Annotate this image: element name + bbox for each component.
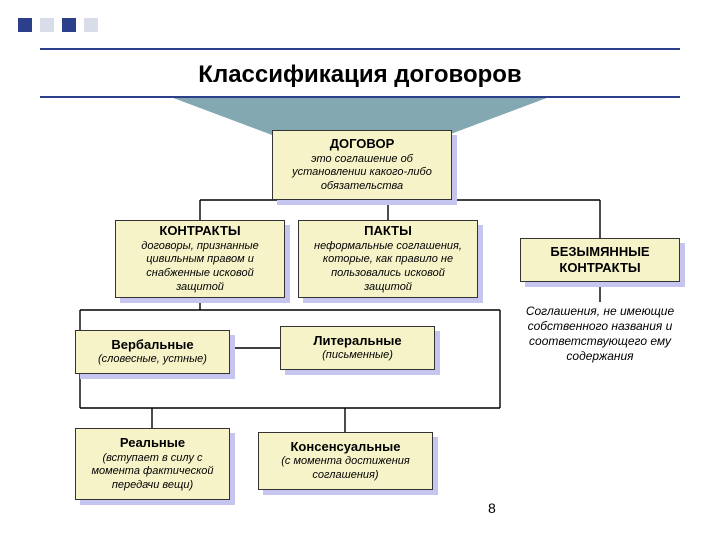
node-pakty-desc: неформальные соглашения, которые, как пр… bbox=[307, 240, 469, 295]
node-verbal-desc: (словесные, устные) bbox=[84, 353, 221, 367]
node-bezym-title: БЕЗЫМЯННЫЕ КОНТРАКТЫ bbox=[529, 244, 671, 277]
node-dogovor-title: ДОГОВОР bbox=[281, 136, 443, 152]
node-bezym: БЕЗЫМЯННЫЕ КОНТРАКТЫ bbox=[520, 238, 680, 282]
node-verbal: Вербальные(словесные, устные) bbox=[75, 330, 230, 374]
node-dogovor-desc: это соглашение об установлении какого-ли… bbox=[281, 153, 443, 194]
node-pakty-title: ПАКТЫ bbox=[307, 223, 469, 239]
node-real: Реальные(вступает в силу с момента факти… bbox=[75, 428, 230, 500]
node-kontrakty-desc: договоры, признанные цивильным правом и … bbox=[124, 240, 276, 295]
page-number: 8 bbox=[488, 500, 496, 516]
node-kontrakty-title: КОНТРАКТЫ bbox=[124, 223, 276, 239]
node-literal-title: Литеральные bbox=[289, 333, 426, 349]
node-literal: Литеральные(письменные) bbox=[280, 326, 435, 370]
node-konsens: Консенсуальные(с момента достижения согл… bbox=[258, 432, 433, 490]
node-kontrakty: КОНТРАКТЫдоговоры, признанные цивильным … bbox=[115, 220, 285, 298]
node-real-desc: (вступает в силу с момента фактической п… bbox=[84, 452, 221, 493]
node-literal-desc: (письменные) bbox=[289, 349, 426, 363]
node-konsens-desc: (с момента достижения соглашения) bbox=[267, 455, 424, 483]
node-pakty: ПАКТЫнеформальные соглашения, которые, к… bbox=[298, 220, 478, 298]
node-konsens-title: Консенсуальные bbox=[267, 439, 424, 455]
node-dogovor: ДОГОВОРэто соглашение об установлении ка… bbox=[272, 130, 452, 200]
node-verbal-title: Вербальные bbox=[84, 337, 221, 353]
node-real-title: Реальные bbox=[84, 435, 221, 451]
bezym-description: Соглашения, не имеющие собственного назв… bbox=[510, 304, 690, 364]
nodes-layer: ДОГОВОРэто соглашение об установлении ка… bbox=[0, 0, 720, 540]
